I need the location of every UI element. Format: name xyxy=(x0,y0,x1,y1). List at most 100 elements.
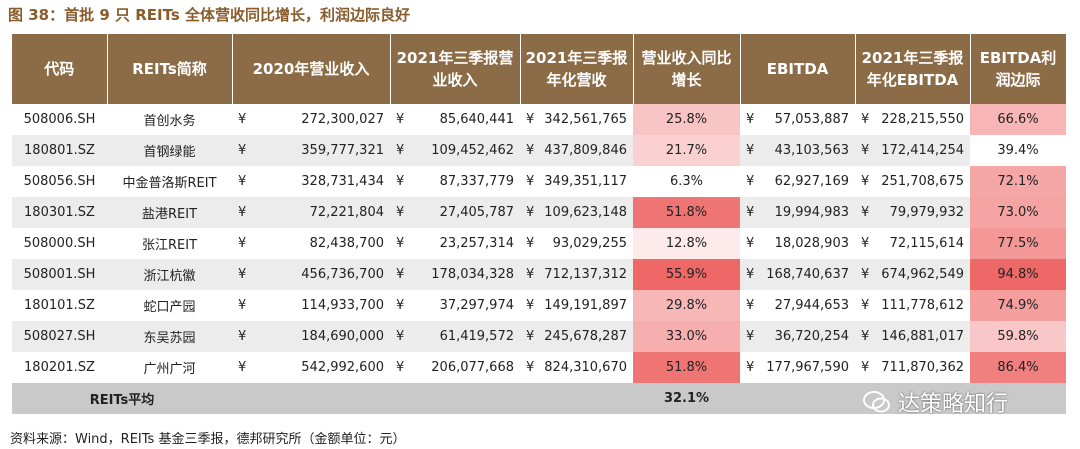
money-cell: ¥27,944,653 xyxy=(740,290,855,321)
average-label: REITs平均 xyxy=(12,383,232,414)
amount: 674,962,549 xyxy=(881,267,964,282)
amount: 109,452,462 xyxy=(431,143,514,158)
data-row: 508000.SH 张江REIT ¥82,438,700 ¥23,257,314 ¥93… xyxy=(12,228,1066,259)
money-cell: ¥272,300,027 xyxy=(232,104,390,135)
currency-symbol: ¥ xyxy=(746,236,755,251)
amount: 177,967,590 xyxy=(766,360,849,375)
currency-symbol: ¥ xyxy=(526,267,535,282)
code-cell: 508027.SH xyxy=(12,321,107,352)
currency-symbol: ¥ xyxy=(238,174,247,189)
money-cell: ¥359,777,321 xyxy=(232,135,390,166)
money-cell: ¥62,927,169 xyxy=(740,166,855,197)
currency-symbol: ¥ xyxy=(238,360,247,375)
currency-symbol: ¥ xyxy=(238,298,247,313)
amount: 349,351,117 xyxy=(544,174,627,189)
currency-symbol: ¥ xyxy=(526,205,535,220)
data-row: 180101.SZ 蛇口产园 ¥114,933,700 ¥37,297,974 ¥149… xyxy=(12,290,1066,321)
currency-symbol: ¥ xyxy=(861,143,870,158)
money-cell: ¥27,405,787 xyxy=(390,197,520,228)
amount: 43,103,563 xyxy=(774,143,849,158)
amount: 824,310,670 xyxy=(544,360,627,375)
currency-symbol: ¥ xyxy=(746,329,755,344)
amount: 61,419,572 xyxy=(439,329,514,344)
money-cell: ¥57,053,887 xyxy=(740,104,855,135)
money-cell: ¥251,708,675 xyxy=(855,166,970,197)
currency-symbol: ¥ xyxy=(746,112,755,127)
name-cell: 蛇口产园 xyxy=(143,300,196,315)
money-cell: ¥43,103,563 xyxy=(740,135,855,166)
percent-cell: 55.9% xyxy=(633,259,740,290)
name-cell: 首创水务 xyxy=(143,114,196,129)
money-cell: ¥23,257,314 xyxy=(390,228,520,259)
money-cell: ¥711,870,362 xyxy=(855,352,970,383)
code-cell: 180101.SZ xyxy=(24,298,95,313)
currency-symbol: ¥ xyxy=(526,143,535,158)
header-cell: REITs简称 xyxy=(107,34,233,104)
amount: 228,215,550 xyxy=(881,112,964,127)
amount: 72,221,804 xyxy=(309,205,384,220)
amount: 109,623,148 xyxy=(544,205,627,220)
currency-symbol: ¥ xyxy=(396,174,405,189)
currency-symbol: ¥ xyxy=(861,329,870,344)
money-cell: ¥19,994,983 xyxy=(740,197,855,228)
currency-symbol: ¥ xyxy=(861,236,870,251)
amount: 542,992,600 xyxy=(301,360,384,375)
amount: 62,927,169 xyxy=(774,174,849,189)
name-cell: 张江REIT xyxy=(141,238,198,253)
money-cell: ¥824,310,670 xyxy=(520,352,633,383)
money-cell: ¥87,337,779 xyxy=(390,166,520,197)
money-cell: ¥168,740,637 xyxy=(740,259,855,290)
amount: 85,640,441 xyxy=(439,112,514,127)
money-cell: ¥456,736,700 xyxy=(232,259,390,290)
money-cell: ¥177,967,590 xyxy=(740,352,855,383)
average-row: REITs平均 32.1% xyxy=(12,383,1066,414)
header-cell: 2020年营业收入 xyxy=(232,34,391,104)
amount: 272,300,027 xyxy=(301,112,384,127)
currency-symbol: ¥ xyxy=(861,174,870,189)
header-cell: EBITDA xyxy=(740,34,856,104)
money-cell: ¥82,438,700 xyxy=(232,228,390,259)
money-cell: ¥172,414,254 xyxy=(855,135,970,166)
amount: 184,690,000 xyxy=(301,329,384,344)
data-row: 508001.SH 浙江杭徽 ¥456,736,700 ¥178,034,328 ¥71… xyxy=(12,259,1066,290)
money-cell: ¥109,452,462 xyxy=(390,135,520,166)
data-row: 508006.SH 首创水务 ¥272,300,027 ¥85,640,441 ¥342… xyxy=(12,104,1066,135)
currency-symbol: ¥ xyxy=(526,329,535,344)
reits-table: 代码 REITs简称 2020年营业收入 2021年三季报营业收入 2021年三季报年化… xyxy=(12,34,1067,414)
amount: 251,708,675 xyxy=(881,174,964,189)
amount: 168,740,637 xyxy=(766,267,849,282)
code-cell: 180201.SZ xyxy=(24,360,95,375)
money-cell: ¥79,979,932 xyxy=(855,197,970,228)
code-cell: 508000.SH xyxy=(23,236,96,251)
source-note: 资料来源：Wind，REITs 基金三季报，德邦研究所（金额单位：元） xyxy=(10,432,406,447)
code-cell: 180801.SZ xyxy=(12,135,107,166)
table-body: 508006.SH 首创水务 ¥272,300,027 ¥85,640,441 ¥342… xyxy=(12,104,1066,414)
code-cell: 508006.SH xyxy=(23,112,96,127)
currency-symbol: ¥ xyxy=(396,329,405,344)
currency-symbol: ¥ xyxy=(746,174,755,189)
header-cell: 代码 xyxy=(12,34,108,104)
money-cell: ¥114,933,700 xyxy=(232,290,390,321)
currency-symbol: ¥ xyxy=(396,267,405,282)
money-cell: ¥328,731,434 xyxy=(232,166,390,197)
money-cell: ¥61,419,572 xyxy=(390,321,520,352)
amount: 172,414,254 xyxy=(881,143,964,158)
amount: 37,297,974 xyxy=(439,298,514,313)
amount: 712,137,312 xyxy=(544,267,627,282)
money-cell: ¥36,720,254 xyxy=(740,321,855,352)
amount: 18,028,903 xyxy=(774,236,849,251)
name-cell: 中金普洛斯REIT xyxy=(122,176,217,191)
blank-cell xyxy=(232,383,633,414)
amount: 93,029,255 xyxy=(552,236,627,251)
header-cell: EBITDA利润边际 xyxy=(970,34,1067,104)
amount: 57,053,887 xyxy=(774,112,849,127)
watermark-text: 达策略知行 xyxy=(898,392,1009,417)
currency-symbol: ¥ xyxy=(746,360,755,375)
percent-cell: 94.8% xyxy=(970,259,1066,290)
amount: 111,778,612 xyxy=(881,298,964,313)
name-cell: 首钢绿能 xyxy=(107,135,232,166)
money-cell: ¥146,881,017 xyxy=(855,321,970,352)
currency-symbol: ¥ xyxy=(238,112,247,127)
amount: 146,881,017 xyxy=(881,329,964,344)
